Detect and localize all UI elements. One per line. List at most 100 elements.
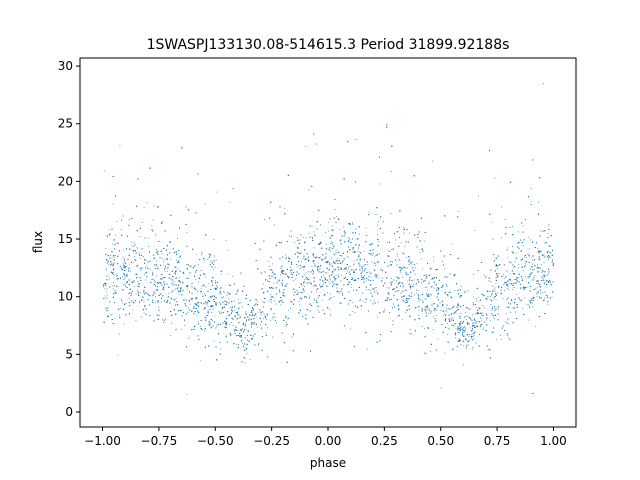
data-point xyxy=(329,283,331,284)
data-point xyxy=(395,239,396,241)
data-point xyxy=(153,290,155,292)
data-point xyxy=(273,224,275,226)
data-point xyxy=(303,274,305,276)
data-point xyxy=(213,268,215,270)
data-point xyxy=(264,272,266,274)
data-point xyxy=(219,288,221,290)
data-point xyxy=(306,278,308,280)
data-point xyxy=(172,248,174,250)
data-point xyxy=(287,283,289,285)
data-point xyxy=(399,260,401,262)
data-point xyxy=(265,332,267,334)
data-point xyxy=(228,298,230,300)
data-point xyxy=(507,323,509,325)
data-point xyxy=(180,287,182,289)
data-point xyxy=(459,325,461,326)
data-point xyxy=(112,288,114,290)
data-point xyxy=(305,272,307,274)
data-point xyxy=(421,326,423,327)
data-point xyxy=(322,281,324,283)
data-point xyxy=(323,275,325,276)
data-point xyxy=(181,328,183,330)
data-point xyxy=(245,319,247,321)
data-point xyxy=(451,349,453,351)
data-point xyxy=(351,276,353,278)
data-point xyxy=(495,339,497,341)
data-point xyxy=(239,302,240,304)
data-point xyxy=(200,326,202,327)
data-point xyxy=(541,272,543,274)
data-point xyxy=(504,277,506,279)
data-point xyxy=(116,221,118,222)
data-point xyxy=(403,226,405,228)
data-point xyxy=(417,289,419,291)
data-point xyxy=(170,241,172,242)
data-point xyxy=(319,256,321,258)
data-point xyxy=(338,274,339,276)
data-point xyxy=(500,338,502,340)
data-point xyxy=(118,243,119,244)
data-point xyxy=(348,237,350,239)
data-point xyxy=(447,295,449,297)
data-point xyxy=(491,332,493,333)
data-point xyxy=(433,287,435,289)
data-point xyxy=(268,269,270,271)
data-point xyxy=(293,242,295,244)
data-point xyxy=(546,275,548,276)
data-point xyxy=(133,286,135,287)
data-point xyxy=(322,283,324,285)
data-point xyxy=(336,284,338,286)
data-point xyxy=(514,261,516,263)
data-point xyxy=(263,318,265,320)
data-point xyxy=(304,242,305,244)
data-point xyxy=(256,300,258,302)
data-point xyxy=(527,319,529,321)
data-point xyxy=(428,281,430,283)
data-point xyxy=(418,309,420,311)
data-point xyxy=(402,265,404,267)
data-point xyxy=(280,274,281,276)
data-point xyxy=(118,277,119,279)
data-point xyxy=(464,316,466,317)
data-point xyxy=(142,248,144,250)
data-point xyxy=(153,292,155,294)
data-point xyxy=(213,340,215,342)
data-point xyxy=(103,288,105,290)
data-point xyxy=(402,276,403,278)
data-point xyxy=(347,240,349,242)
data-point xyxy=(216,324,218,325)
data-point xyxy=(437,287,438,288)
data-point xyxy=(204,259,206,261)
data-point xyxy=(212,300,214,302)
data-point xyxy=(491,294,493,296)
data-point xyxy=(473,337,475,339)
data-point xyxy=(208,324,210,326)
data-point xyxy=(168,292,170,294)
data-point xyxy=(457,326,459,328)
data-point xyxy=(238,314,240,316)
data-point xyxy=(229,324,231,326)
data-point xyxy=(374,274,376,275)
data-point xyxy=(447,323,448,324)
data-point xyxy=(220,313,221,315)
data-point xyxy=(384,309,386,310)
data-point xyxy=(175,297,177,299)
data-point xyxy=(422,268,423,270)
data-point xyxy=(485,319,487,321)
data-point xyxy=(200,288,202,290)
data-point xyxy=(532,259,534,261)
data-point xyxy=(524,264,526,266)
data-point xyxy=(377,224,378,226)
data-point xyxy=(500,292,502,294)
data-point xyxy=(152,272,154,274)
data-point xyxy=(157,267,159,269)
data-point xyxy=(156,248,157,250)
data-point xyxy=(430,278,432,280)
data-point xyxy=(362,300,364,302)
data-point xyxy=(134,244,136,246)
data-point xyxy=(204,276,206,278)
data-point xyxy=(181,309,183,311)
data-point xyxy=(122,273,124,274)
data-point xyxy=(368,276,369,278)
data-point xyxy=(128,297,130,299)
